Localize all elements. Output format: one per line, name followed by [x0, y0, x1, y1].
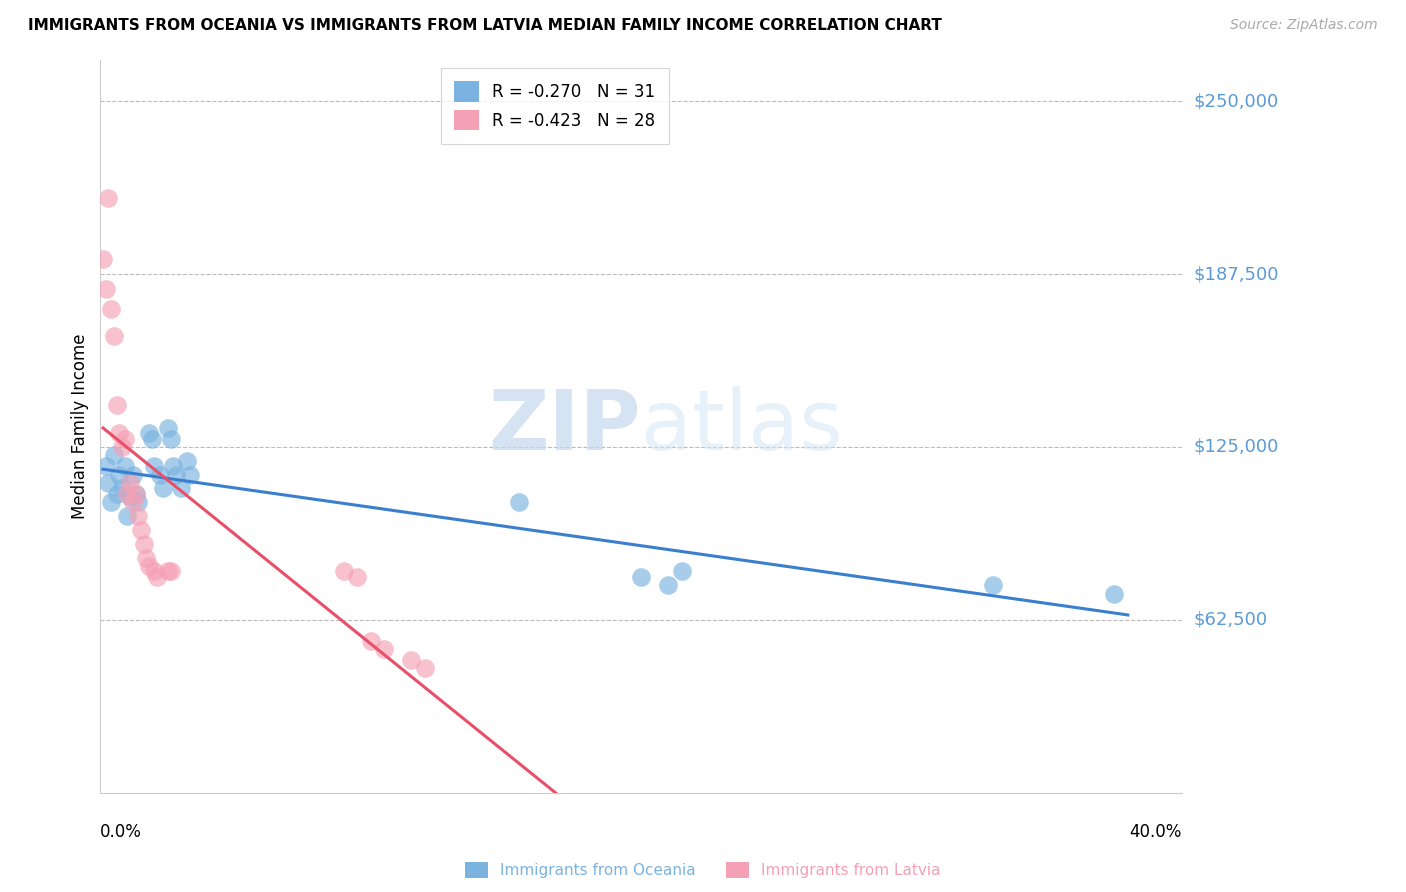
Legend: Immigrants from Oceania, Immigrants from Latvia: Immigrants from Oceania, Immigrants from… — [458, 856, 948, 884]
Text: atlas: atlas — [641, 385, 842, 467]
Point — [103, 329, 125, 343]
Point — [360, 633, 382, 648]
Point — [127, 509, 149, 524]
Point — [120, 490, 142, 504]
Point — [91, 252, 114, 266]
Point — [657, 578, 679, 592]
Point — [332, 565, 354, 579]
Point — [124, 487, 146, 501]
Point — [671, 565, 693, 579]
Point — [176, 454, 198, 468]
Point — [630, 570, 652, 584]
Point — [105, 399, 128, 413]
Point — [170, 482, 193, 496]
Point — [508, 495, 530, 509]
Point — [143, 459, 166, 474]
Point — [413, 661, 436, 675]
Point — [146, 570, 169, 584]
Point — [132, 537, 155, 551]
Text: $62,500: $62,500 — [1194, 611, 1267, 629]
Text: 0.0%: 0.0% — [100, 823, 142, 841]
Point — [152, 482, 174, 496]
Point — [100, 495, 122, 509]
Point — [127, 495, 149, 509]
Point — [1104, 586, 1126, 600]
Point — [156, 420, 179, 434]
Point — [179, 467, 201, 482]
Point — [103, 448, 125, 462]
Text: $250,000: $250,000 — [1194, 92, 1278, 110]
Point — [373, 641, 395, 656]
Point — [165, 467, 187, 482]
Point — [108, 467, 131, 482]
Point — [159, 565, 181, 579]
Text: $125,000: $125,000 — [1194, 438, 1278, 456]
Text: Source: ZipAtlas.com: Source: ZipAtlas.com — [1230, 18, 1378, 32]
Point — [138, 426, 160, 441]
Point — [162, 459, 184, 474]
Point — [120, 475, 142, 490]
Text: $187,500: $187,500 — [1194, 265, 1278, 283]
Point — [114, 432, 136, 446]
Point — [141, 432, 163, 446]
Point — [114, 459, 136, 474]
Point — [401, 653, 423, 667]
Point — [94, 459, 117, 474]
Point — [121, 467, 143, 482]
Point — [117, 487, 139, 501]
Point — [159, 432, 181, 446]
Point — [94, 282, 117, 296]
Point — [108, 426, 131, 441]
Point — [143, 565, 166, 579]
Point — [124, 487, 146, 501]
Text: ZIP: ZIP — [489, 385, 641, 467]
Point — [149, 467, 172, 482]
Y-axis label: Median Family Income: Median Family Income — [72, 334, 89, 519]
Point — [129, 523, 152, 537]
Text: IMMIGRANTS FROM OCEANIA VS IMMIGRANTS FROM LATVIA MEDIAN FAMILY INCOME CORRELATI: IMMIGRANTS FROM OCEANIA VS IMMIGRANTS FR… — [28, 18, 942, 33]
Point — [156, 565, 179, 579]
Point — [135, 550, 157, 565]
Point — [138, 558, 160, 573]
Point — [111, 482, 134, 496]
Point — [111, 440, 134, 454]
Point — [100, 301, 122, 316]
Point — [97, 191, 120, 205]
Point — [97, 475, 120, 490]
Point — [981, 578, 1004, 592]
Point — [121, 495, 143, 509]
Text: 40.0%: 40.0% — [1129, 823, 1182, 841]
Point — [346, 570, 368, 584]
Point — [105, 487, 128, 501]
Legend: R = -0.270   N = 31, R = -0.423   N = 28: R = -0.270 N = 31, R = -0.423 N = 28 — [440, 68, 669, 144]
Point — [117, 509, 139, 524]
